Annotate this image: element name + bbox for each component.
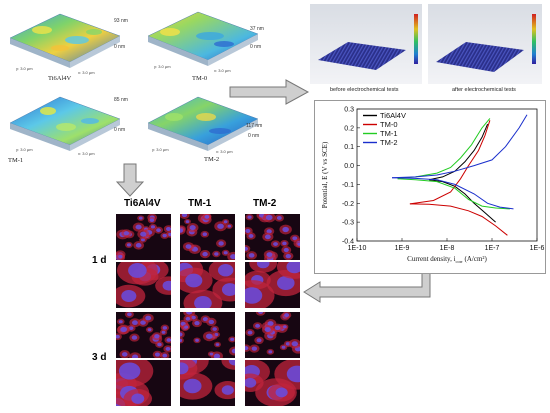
- legend-label: Ti6Al4V: [380, 111, 406, 120]
- afm-y-axis-label: y: 3.0 µm: [152, 147, 169, 152]
- row-label-3d: 3 d: [92, 352, 107, 363]
- after-tests-label: after electrochemical tests: [452, 87, 516, 93]
- afm-sample-label: Ti6Al4V: [48, 75, 72, 82]
- polarization-plot: 0.3 0.2 0.1 0.0 -0.1 -0.2 -0.3 -0.41E-10 1E-9 1E-…: [321, 107, 545, 265]
- afm-y-axis-label: y: 3.0 µm: [154, 64, 171, 69]
- y-tick-label: 0.3: [344, 107, 354, 114]
- column-header-tm-1: TM-1: [188, 198, 212, 209]
- electrochem-panel: before electrochemical tests after elect…: [310, 4, 544, 94]
- column-header-tm-2: TM-2: [253, 198, 277, 209]
- double-arrow-icon: [303, 270, 436, 303]
- x-tick-label: 1E-8: [440, 245, 455, 252]
- cell-micrograph: [116, 312, 171, 358]
- series-line-tm-1-anodic: [397, 118, 491, 180]
- y-tick-label: 0.1: [344, 144, 354, 151]
- afm-y-axis-label: y: 3.0 µm: [16, 147, 33, 152]
- afm-sample-label: TM-1: [8, 157, 24, 164]
- afm-x-axis-label: x: 3.0 µm: [216, 149, 233, 154]
- cell-micrograph: [245, 262, 300, 308]
- cell-micrograph: [180, 312, 235, 358]
- before-tests-label: before electrochemical tests: [330, 87, 399, 93]
- cell-micrograph: [180, 360, 235, 406]
- cell-micrograph: [116, 214, 171, 260]
- legend-label: TM-2: [380, 138, 398, 147]
- afm-base-label: 0 nm: [250, 44, 262, 50]
- cell-micrograph: [245, 312, 300, 358]
- x-tick-label: 1E-6: [530, 245, 545, 252]
- x-axis-title: Current density, icorr (A/cm²): [407, 255, 487, 264]
- afm-base-label: 0 nm: [114, 44, 126, 50]
- y-tick-label: -0.4: [342, 239, 354, 246]
- afm-image-ti6al4v: 93 nm 0 nm y: 3.0 µm x: 3.0 µm Ti6Al4V: [2, 0, 130, 82]
- x-tick-label: 1E-10: [348, 245, 367, 252]
- afm-base-label: 0 nm: [248, 133, 260, 139]
- afm-height-label: 117 nm: [246, 123, 263, 129]
- x-tick-label: 1E-7: [485, 245, 500, 252]
- legend-label: TM-0: [380, 120, 398, 129]
- cell-micrograph: [180, 214, 235, 260]
- arrow-right-icon: [229, 79, 310, 105]
- column-header-ti6al4v: Ti6Al4V: [124, 198, 161, 209]
- series-line-tm-0-anodic: [409, 120, 491, 205]
- electrochem-surfaces: [310, 4, 542, 84]
- cell-micrograph: [116, 360, 171, 406]
- afm-x-axis-label: x: 3.0 µm: [214, 68, 231, 73]
- x-tick-label: 1E-9: [395, 245, 410, 252]
- series-line-tm-1-cathodic: [397, 178, 510, 210]
- afm-image-tm-2: 117 nm 0 nm y: 3.0 µm x: 3.0 µm TM-2: [140, 87, 268, 165]
- afm-x-axis-label: x: 3.0 µm: [78, 151, 95, 156]
- cell-micrograph: [245, 214, 300, 260]
- afm-height-label: 85 nm: [114, 97, 128, 103]
- cell-micrograph: [180, 262, 235, 308]
- polarization-chart: 0.3 0.2 0.1 0.0 -0.1 -0.2 -0.3 -0.4 1E-10 1E-9 1E-…: [314, 100, 546, 274]
- afm-surface: [147, 11, 259, 66]
- y-tick-label: -0.1: [342, 182, 354, 189]
- afm-image-tm-1: 85 nm 0 nm y: 3.0 µm x: 3.0 µm TM-1: [2, 87, 130, 165]
- afm-surface: [9, 96, 121, 151]
- afm-image-tm-0: 37 nm 0 nm y: 3.0 µm x: 3.0 µm TM-0: [140, 0, 268, 82]
- y-tick-label: -0.3: [342, 220, 354, 227]
- afm-y-axis-label: y: 3.0 µm: [16, 66, 33, 71]
- series-line-ti6al4v-anodic: [428, 123, 489, 181]
- legend-label: TM-1: [380, 129, 398, 138]
- y-tick-label: -0.2: [342, 201, 354, 208]
- series-line-ti6al4v-cathodic: [429, 179, 496, 223]
- row-label-1d: 1 d: [92, 255, 107, 266]
- cell-micrograph: [116, 262, 171, 308]
- y-tick-label: 0.0: [344, 163, 354, 170]
- y-axis-title: Potential, E (V vs SCE): [321, 141, 329, 208]
- afm-height-label: 37 nm: [250, 26, 264, 32]
- series-line-tm-2-anodic: [391, 114, 528, 179]
- series-line-tm-2-cathodic: [391, 177, 514, 210]
- afm-sample-label: TM-2: [204, 156, 220, 163]
- afm-sample-label: TM-0: [192, 75, 208, 82]
- afm-base-label: 0 nm: [114, 127, 126, 133]
- afm-surface: [147, 96, 259, 151]
- afm-surface: [9, 13, 121, 68]
- afm-x-axis-label: x: 3.0 µm: [78, 70, 95, 75]
- y-tick-label: 0.2: [344, 125, 354, 132]
- arrow-down-icon: [116, 163, 144, 197]
- series-line-tm-0-cathodic: [409, 203, 508, 236]
- afm-height-label: 93 nm: [114, 18, 128, 24]
- cell-micrograph: [245, 360, 300, 406]
